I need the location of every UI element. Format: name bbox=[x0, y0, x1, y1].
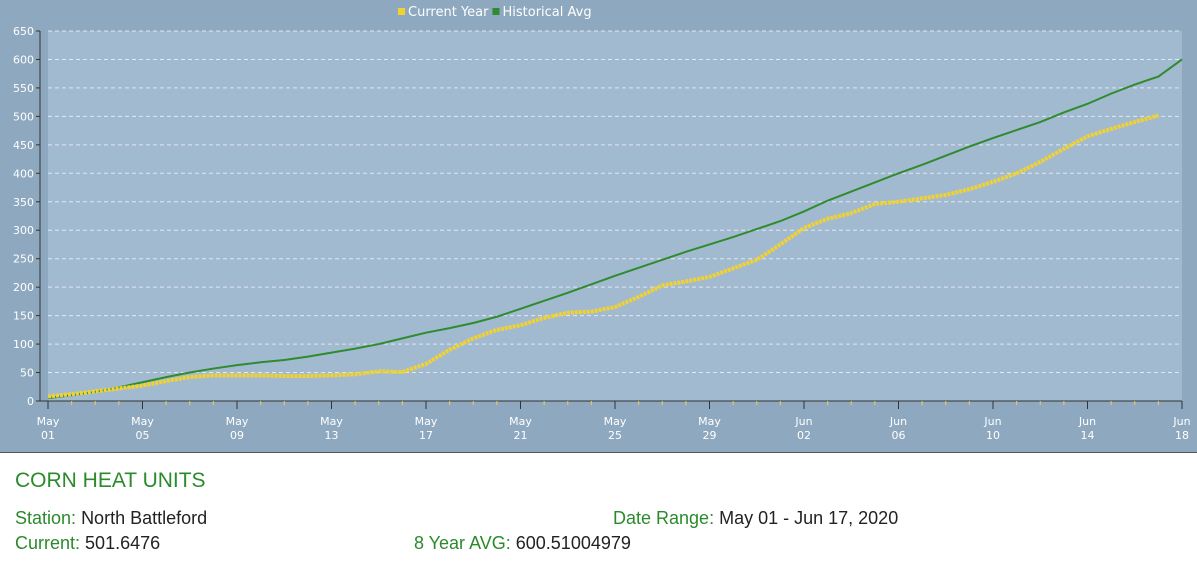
series-line bbox=[47, 58, 1183, 400]
current-value: 501.6476 bbox=[85, 533, 161, 553]
x-tick-label: May 17 bbox=[415, 415, 438, 442]
x-tick-label: Jun 10 bbox=[983, 415, 1001, 442]
y-tick-label: 100 bbox=[13, 338, 34, 351]
y-tick-label: 150 bbox=[13, 310, 34, 323]
x-tick-label: Jun 02 bbox=[794, 415, 812, 442]
current-label: Current: bbox=[15, 533, 81, 553]
date-range-value: May 01 - Jun 17, 2020 bbox=[719, 508, 899, 528]
y-tick-label: 200 bbox=[13, 281, 34, 294]
legend-swatch bbox=[492, 8, 500, 15]
x-tick-label: Jun 14 bbox=[1078, 415, 1096, 442]
y-tick-label: 650 bbox=[13, 25, 34, 38]
date-range: Date Range: May 01 - Jun 17, 2020 bbox=[613, 508, 898, 529]
y-tick-label: 50 bbox=[20, 367, 34, 380]
avg-value: 600.51004979 bbox=[515, 533, 631, 553]
y-tick-label: 400 bbox=[13, 167, 34, 180]
info-panel: CORN HEAT UNITS Station: North Battlefor… bbox=[0, 452, 1197, 561]
x-tick-label: May 05 bbox=[131, 415, 154, 442]
avg: 8 Year AVG: 600.51004979 bbox=[414, 533, 631, 554]
x-tick-label: May 25 bbox=[604, 415, 627, 442]
station-value: North Battleford bbox=[81, 508, 208, 528]
x-tick-label: May 21 bbox=[509, 415, 532, 442]
y-tick-label: 350 bbox=[13, 196, 34, 209]
current: Current: 501.6476 bbox=[15, 533, 160, 554]
y-tick-label: 600 bbox=[13, 53, 34, 66]
y-tick-label: 300 bbox=[13, 224, 34, 237]
y-tick-label: 500 bbox=[13, 110, 34, 123]
station: Station: North Battleford bbox=[15, 508, 207, 529]
plot-area bbox=[48, 31, 1182, 401]
x-tick-label: May 09 bbox=[226, 415, 249, 442]
legend-swatch bbox=[398, 8, 405, 15]
info-title: CORN HEAT UNITS bbox=[15, 469, 206, 492]
station-label: Station: bbox=[15, 508, 77, 528]
avg-label: 8 Year AVG: bbox=[414, 533, 511, 553]
x-tick-label: May 29 bbox=[698, 415, 721, 442]
y-tick-label: 0 bbox=[27, 395, 34, 408]
x-tick-label: Jun 06 bbox=[889, 415, 907, 442]
x-tick-label: May 01 bbox=[37, 415, 60, 442]
y-tick-label: 450 bbox=[13, 139, 34, 152]
chart: 0 50 100 150 200 250 300 350 400 450 500 550 600 650 M… bbox=[0, 0, 1197, 452]
y-tick-label: 250 bbox=[13, 253, 34, 266]
series-line bbox=[47, 113, 1159, 399]
legend-label: Historical Avg bbox=[502, 5, 591, 20]
x-tick-label: May 13 bbox=[320, 415, 343, 442]
x-tick-label: Jun 18 bbox=[1172, 415, 1190, 442]
legend-label: Current Year bbox=[408, 5, 489, 20]
y-tick-label: 550 bbox=[13, 82, 34, 95]
date-range-label: Date Range: bbox=[613, 508, 715, 528]
